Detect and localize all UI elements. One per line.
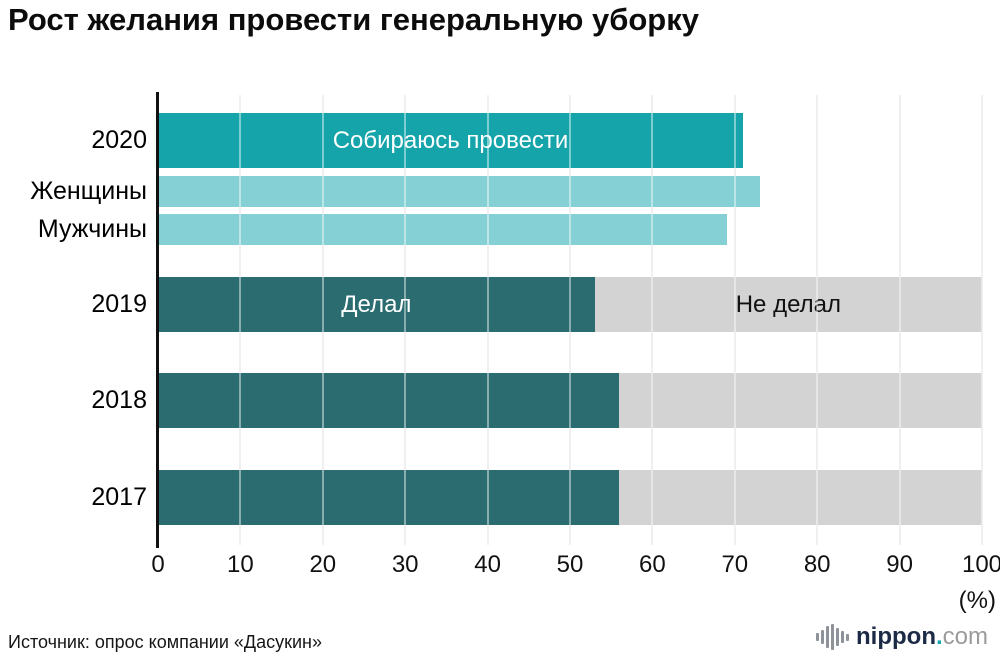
chart-row: 2020 Собираюсь провести [91, 113, 982, 168]
logo-dot: . [935, 623, 943, 650]
remainder-inner-label: Не делал [735, 290, 841, 318]
bar-inner-label: Делал [341, 290, 412, 318]
category-label: 2019 [91, 290, 147, 318]
y-axis-line [156, 92, 159, 548]
bar-segment [158, 373, 620, 428]
x-tick-label: 10 [227, 551, 254, 578]
x-tick-label: 50 [556, 551, 584, 578]
nippon-logo: nippon.com [816, 624, 988, 650]
x-tick-label: 40 [474, 551, 501, 578]
bar-segment [158, 214, 727, 245]
remainder-segment [619, 373, 982, 428]
remainder-segment [619, 470, 982, 525]
x-tick-label: 0 [151, 551, 165, 578]
category-label: Мужчины [37, 215, 147, 243]
chart-row: 2018 [91, 373, 982, 428]
soundwave-bars-icon [816, 624, 850, 650]
bars-layer: 2020 Собираюсь провести Женщины Мужчины 2019… [30, 95, 982, 545]
x-tick-label: 100 [961, 551, 1000, 578]
x-tick-label: 30 [391, 551, 419, 578]
logo-text: nippon.com [856, 624, 988, 650]
bar-segment: Делал [158, 277, 595, 332]
category-label: 2017 [91, 483, 147, 511]
logo-name: nippon [856, 623, 936, 650]
chart-row: Мужчины [38, 214, 982, 245]
bar-segment [158, 176, 760, 207]
category-label: 2018 [91, 386, 147, 414]
chart-title: Рост желания провести генеральную уборку [8, 2, 699, 37]
chart-row: 2017 [91, 470, 982, 525]
category-label: 2020 [91, 126, 147, 154]
bar-segment: Собираюсь провести [158, 113, 744, 168]
chart-row: 2019 Делал Не делал [91, 277, 982, 332]
bar-inner-label: Собираюсь провести [332, 126, 569, 154]
plot-area: 2020 Собираюсь провести Женщины Мужчины 2019… [30, 92, 1000, 614]
x-axis-unit: (%) [958, 587, 996, 614]
category-label: Женщины [30, 177, 147, 205]
x-tick-label: 80 [803, 551, 831, 578]
x-tick-label: 60 [639, 551, 666, 578]
bar-segment [158, 470, 620, 525]
x-tick-label: 20 [309, 551, 337, 578]
x-tick-label: 70 [721, 551, 749, 578]
source-note: Источник: опрос компании «Дасукин» [8, 632, 322, 652]
x-tick-label: 90 [886, 551, 913, 578]
logo-tld: com [942, 623, 988, 650]
remainder-segment: Не делал [594, 277, 982, 332]
chart-row: Женщины [30, 176, 982, 207]
gridline [981, 95, 983, 545]
